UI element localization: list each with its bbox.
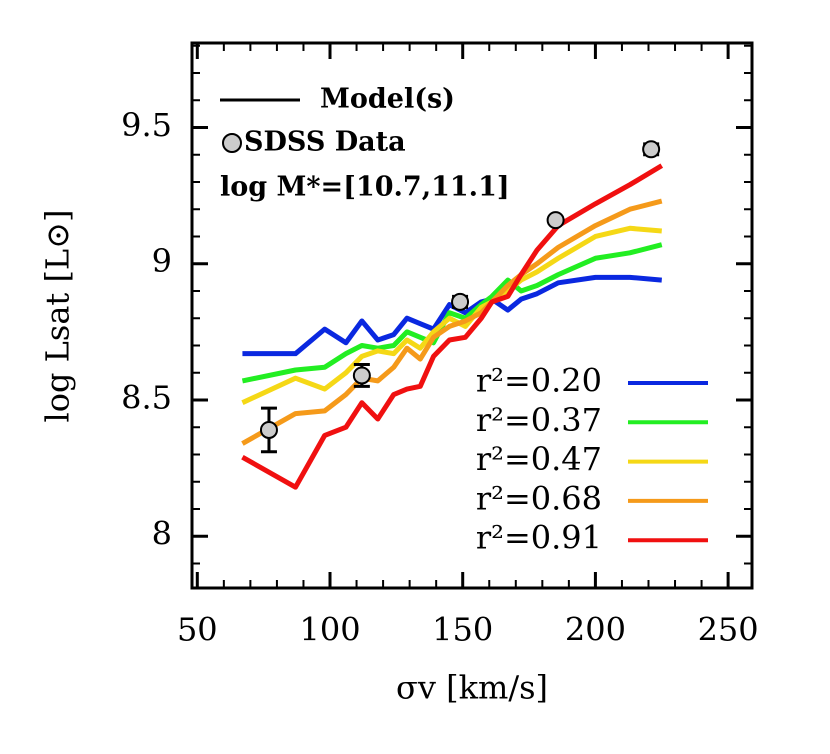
data-point [642, 140, 661, 159]
x-axis-label: σv [km/s] [396, 669, 548, 707]
y-tick-label: 9 [152, 242, 172, 280]
x-tick-label: 150 [432, 611, 493, 649]
series-line [241, 163, 664, 490]
model-legend-label: Model(s) [320, 84, 455, 115]
series-line [241, 242, 663, 384]
legend-label: r²=0.20 [476, 362, 602, 400]
x-tick-label: 100 [299, 611, 360, 649]
data-point [259, 420, 278, 439]
y-tick-label: 8.5 [121, 378, 172, 416]
data-legend-label: SDSS Data [244, 127, 406, 158]
y-axis-label: log Lsat [L⊙] [39, 210, 77, 423]
x-tick-label: 50 [177, 611, 218, 649]
data-point [451, 292, 470, 311]
legend-label: r²=0.47 [476, 440, 602, 478]
annotation: log M*=[10.7,11.1] [220, 172, 510, 203]
series-line [242, 274, 662, 357]
y-tick-label: 8 [152, 515, 172, 553]
y-tick-label: 9.5 [121, 106, 172, 144]
series-line [241, 225, 662, 405]
x-tick-label: 200 [565, 611, 626, 649]
data-point [546, 211, 565, 230]
data-point [352, 366, 371, 385]
legend-label: r²=0.68 [476, 479, 602, 517]
series-line [241, 198, 663, 446]
x-tick-label: 250 [698, 611, 759, 649]
data-legend-marker [222, 133, 242, 153]
legend-label: r²=0.37 [476, 401, 602, 439]
legend-label: r²=0.91 [476, 519, 602, 557]
plot-frame [190, 41, 754, 590]
